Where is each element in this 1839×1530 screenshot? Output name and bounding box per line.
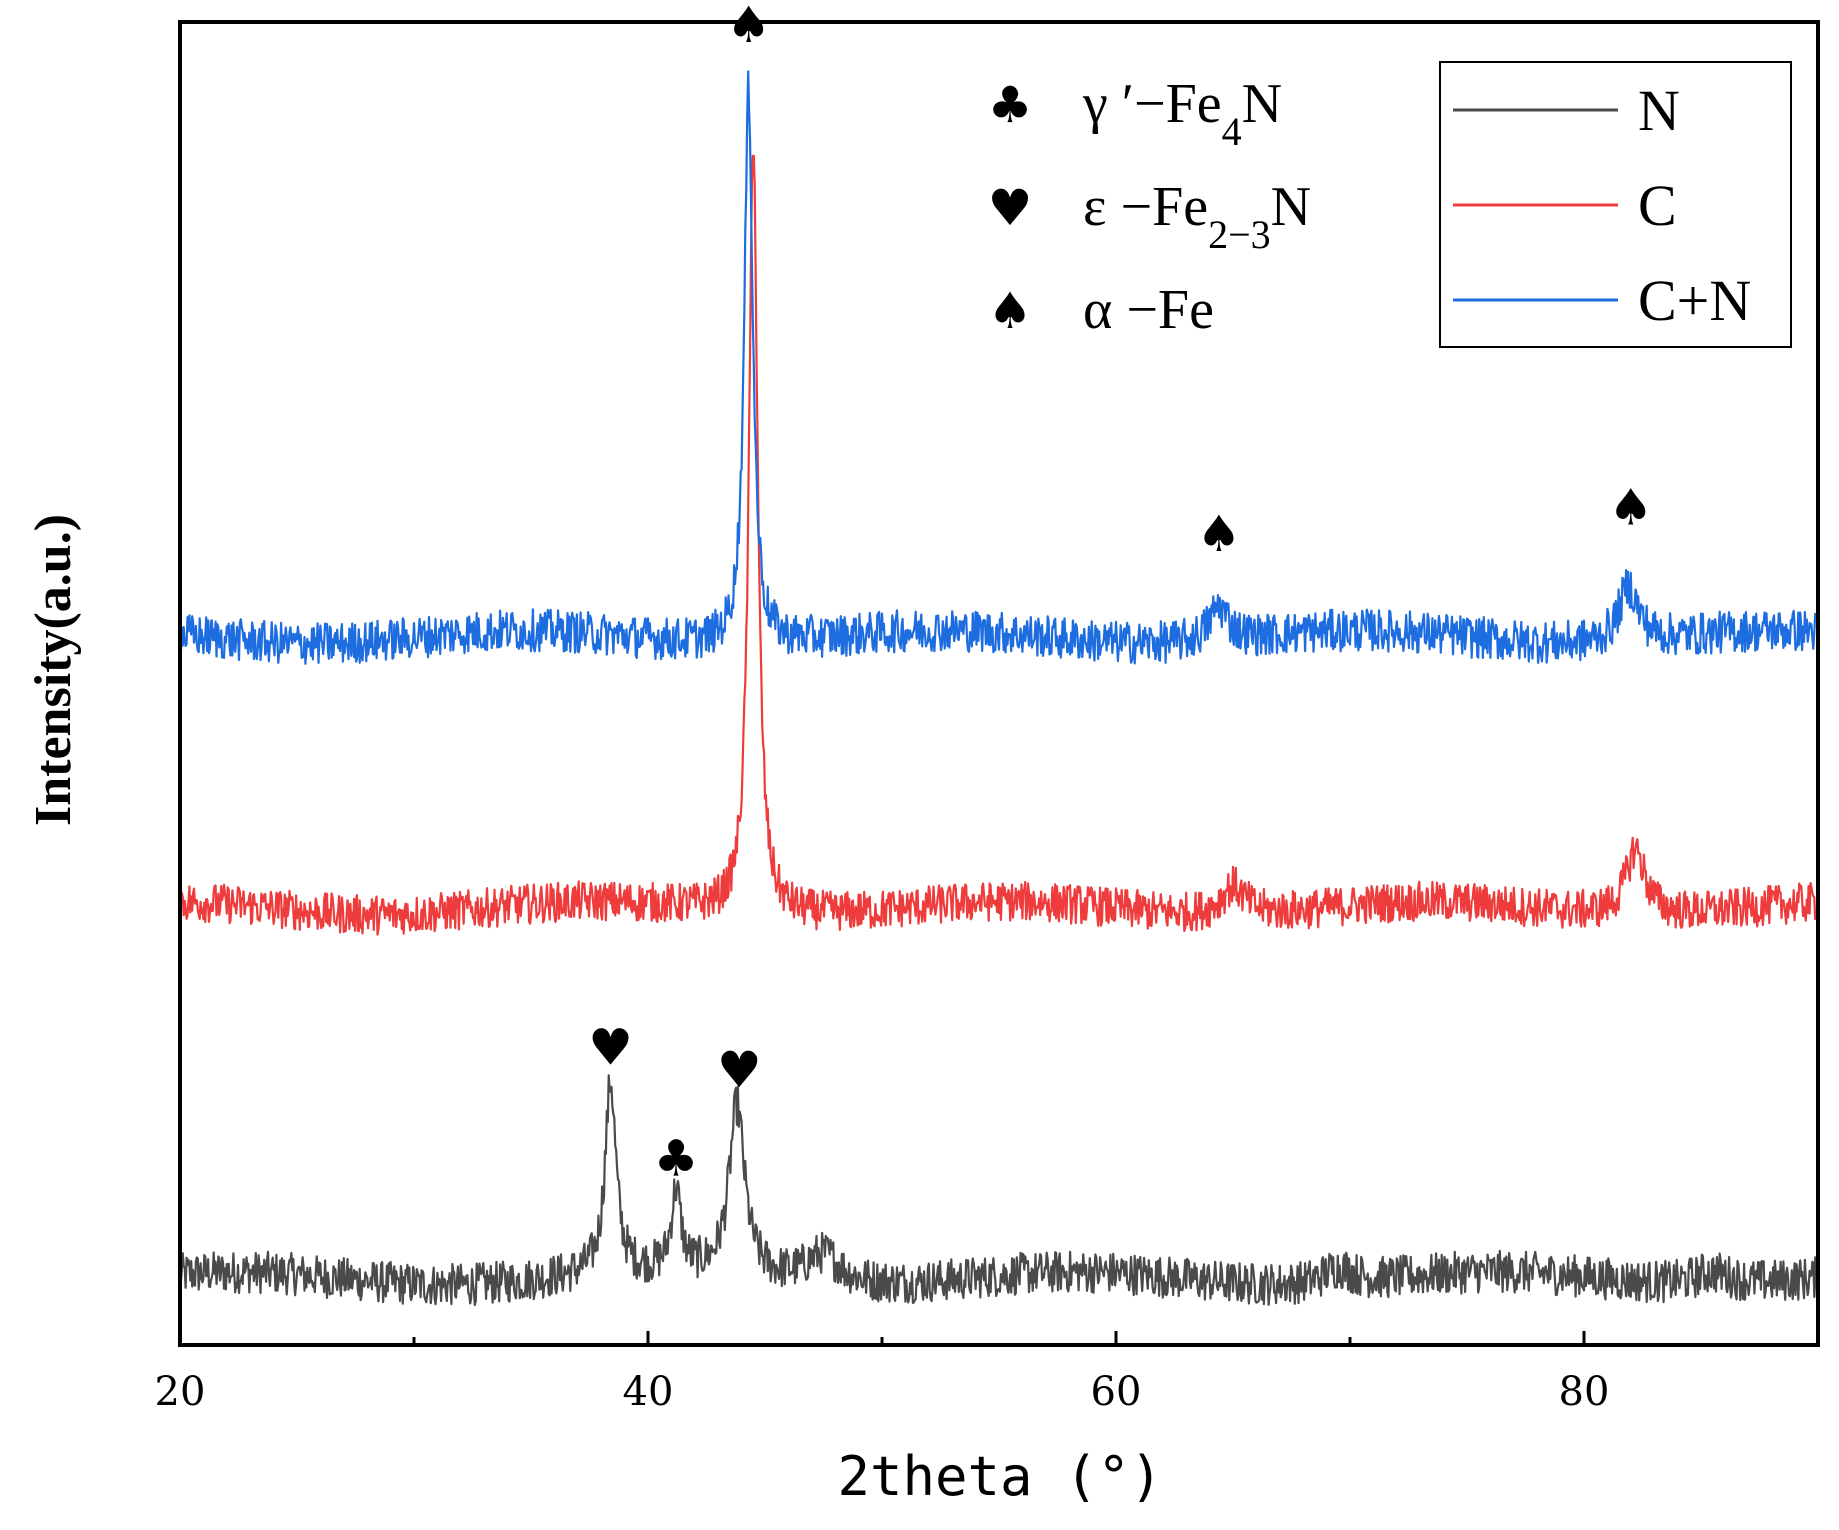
series-legend: NC C+N <box>1439 61 1792 348</box>
phase-label: α −Fe <box>1083 279 1214 341</box>
phase-legend: ♣ γ ′−Fe4N ♥ ε −Fe2−3N ♠ α −Fe <box>988 73 1312 341</box>
heart-icon: ♥ <box>588 1019 633 1077</box>
legend-label: C <box>1638 173 1677 238</box>
heart-icon: ♥ <box>988 179 1033 237</box>
x-axis-title: 2theta (°) <box>837 1445 1162 1508</box>
series-line-n <box>180 1074 1818 1307</box>
y-axis-title: Intensity(a.u.) <box>25 514 82 826</box>
x-tick-label: 60 <box>1091 1369 1142 1415</box>
series-line-c <box>180 154 1818 936</box>
phase-label: ε −Fe2−3N <box>1083 176 1311 257</box>
series-line-cplusn <box>180 70 1818 665</box>
x-tick-label: 80 <box>1559 1369 1610 1415</box>
spade-icon: ♠ <box>988 282 1033 340</box>
phase-label: γ ′−Fe4N <box>1082 73 1282 154</box>
spade-icon: ♠ <box>726 0 771 54</box>
plot-frame <box>178 20 1820 1347</box>
legend-label: C+N <box>1638 268 1751 333</box>
spade-icon: ♠ <box>1197 505 1242 563</box>
spade-icon: ♠ <box>1608 479 1653 537</box>
club-icon: ♣ <box>654 1130 699 1188</box>
x-tick-label: 40 <box>623 1369 674 1415</box>
legend-label: N <box>1638 78 1680 143</box>
x-tick-label: 20 <box>155 1369 206 1415</box>
club-icon: ♣ <box>988 76 1033 134</box>
heart-icon: ♥ <box>717 1041 762 1099</box>
